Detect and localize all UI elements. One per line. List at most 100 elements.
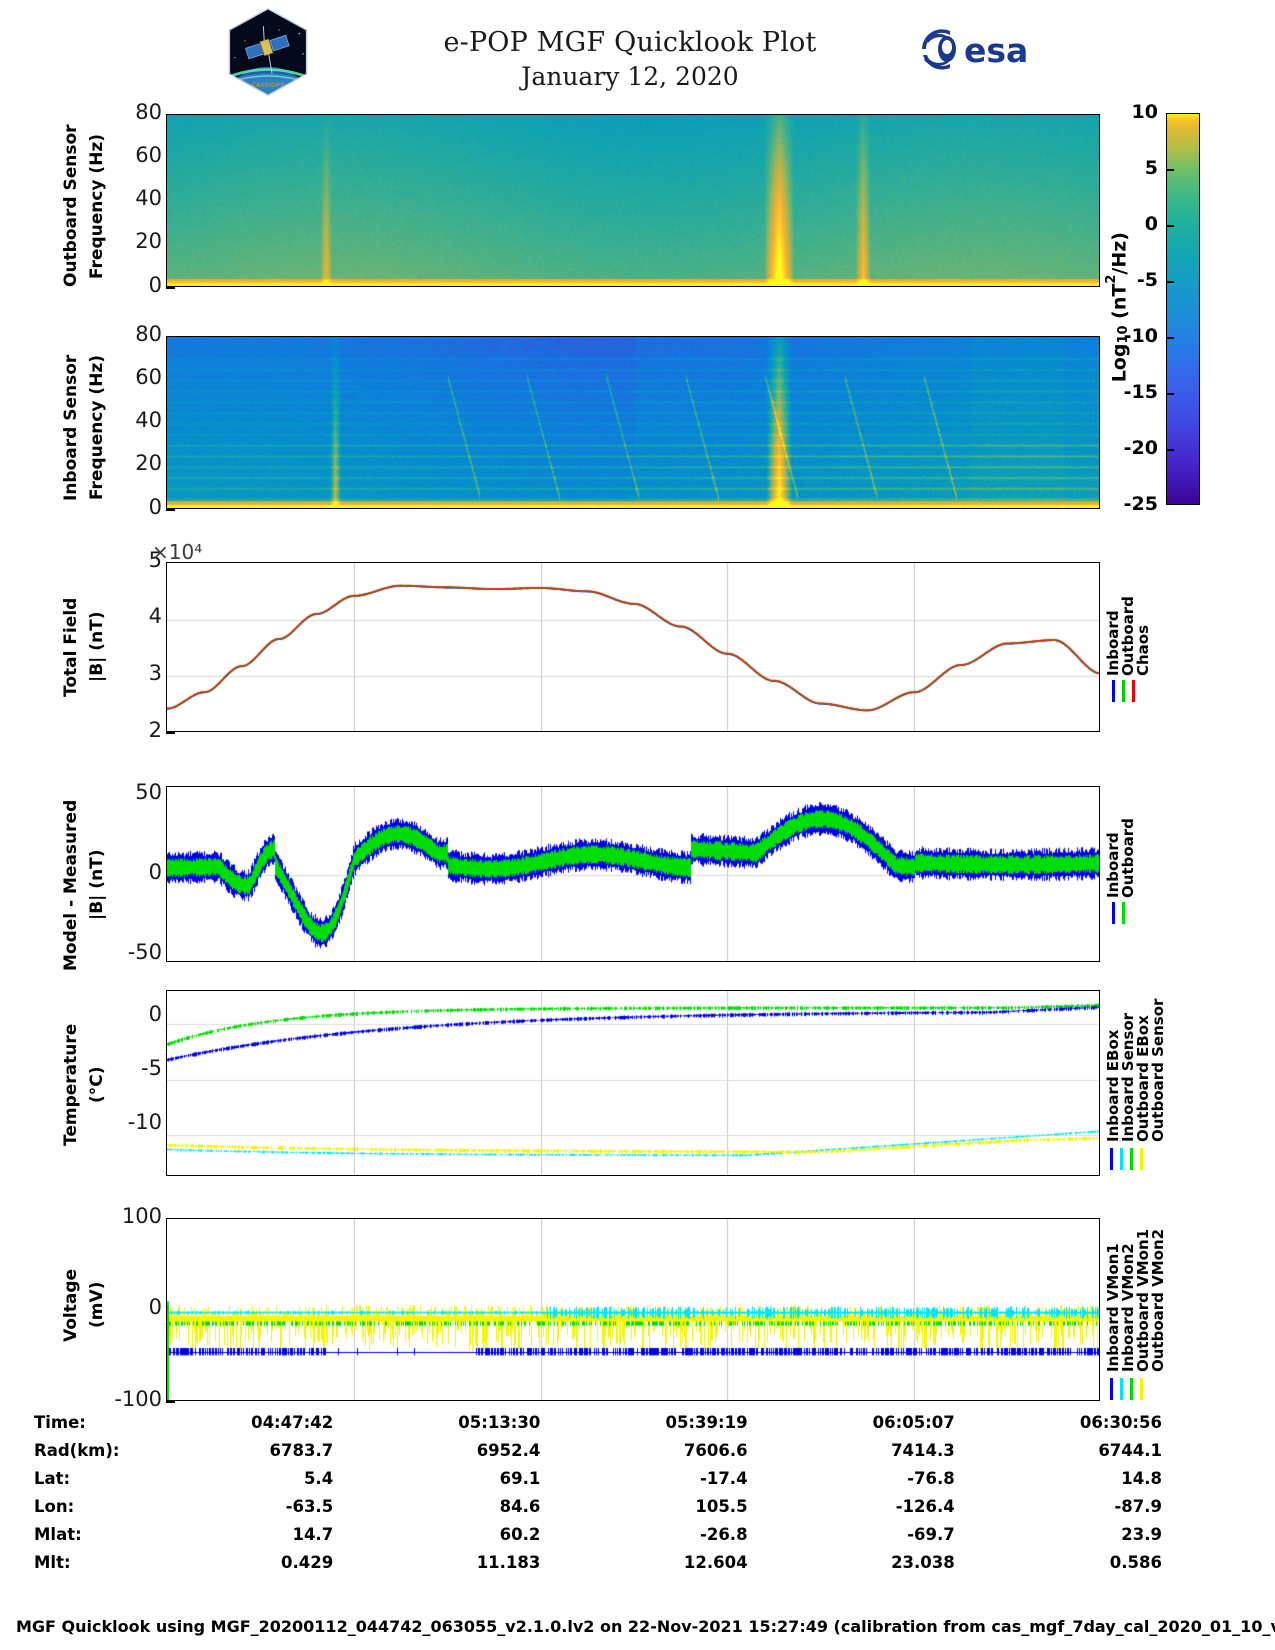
legend-color-swatch [1140, 1148, 1143, 1170]
colorbar-tick-mark [1166, 169, 1174, 171]
axis-tick-mark [166, 509, 175, 511]
legend-color-swatch [1122, 680, 1125, 702]
voltage-ylabel: Voltage [61, 1268, 81, 1342]
inboard-spectrogram-ylabel: Inboard Sensor [61, 354, 81, 501]
axis-tick-label: -10 [127, 1109, 162, 1134]
temperature-ylabel-2: (°C) [87, 1066, 107, 1104]
axis-tick-label: 0 [148, 859, 162, 884]
axis-tick-mark [166, 732, 175, 734]
legend-labels: Inboard VMon1 Inboard VMon2 Outboard VMo… [1104, 1228, 1167, 1372]
table-cell: 105.5 [695, 1496, 748, 1516]
colorbar-tick-mark [1166, 225, 1174, 227]
inboard-spectrogram-panel [166, 336, 1100, 509]
axis-tick-label: 60 [135, 364, 162, 389]
axis-tick-label: -5 [141, 1055, 162, 1080]
table-cell: 05:13:30 [458, 1412, 541, 1432]
table-row: Mlt: 0.429 11.183 12.604 23.038 0.586 [34, 1548, 1162, 1576]
total-field-ylabel-2: |B| (nT) [87, 611, 107, 683]
axis-tick-label: 50 [135, 779, 162, 804]
axis-tick-label: 0 [148, 494, 162, 519]
temperature-legend: Inboard EBox Inboard Sensor Outboard EBo… [1104, 992, 1186, 1177]
legend-color-swatch [1122, 902, 1125, 924]
footer-provenance: MGF Quicklook using MGF_20200112_044742_… [16, 1617, 1275, 1636]
colorbar-axis-label: Log10 (nT2/Hz) [1104, 232, 1132, 383]
colorbar-tick-label: 10 [1131, 101, 1158, 123]
table-cell: 7414.3 [891, 1440, 955, 1460]
table-cell: -87.9 [1114, 1496, 1162, 1516]
colorbar-tick-mark [1166, 281, 1174, 283]
colorbar-tick-label: -25 [1123, 493, 1158, 515]
table-cell: -17.4 [700, 1468, 748, 1488]
axis-tick-label: 60 [135, 142, 162, 167]
table-row: Lat: 5.4 69.1 -17.4 -76.8 14.8 [34, 1464, 1162, 1492]
axis-tick-label: 20 [135, 229, 162, 254]
legend-color-swatch [1112, 680, 1115, 702]
colorbar-tick-label: -10 [1123, 325, 1158, 347]
axis-tick-label: 4 [148, 604, 162, 629]
colorbar-tick-mark [1166, 337, 1174, 339]
title-main: e-POP MGF Quicklook Plot [443, 27, 817, 58]
legend-color-swatch [1110, 1148, 1113, 1170]
axis-tick-label: 80 [135, 321, 162, 346]
table-row-label: Mlat: [34, 1524, 82, 1544]
table-cell: 6744.1 [1098, 1440, 1162, 1460]
axis-tick-label: -50 [127, 939, 162, 964]
colorbar-tick-mark [1166, 393, 1174, 395]
colorbar-tick-label: 0 [1144, 213, 1158, 235]
outboard-spectrogram-ylabel: Outboard Sensor [61, 124, 81, 288]
legend-labels: Inboard Outboard Chaos [1104, 596, 1152, 676]
esa-logo-icon: esa [920, 27, 1045, 72]
model-measured-ylabel: Model - Measured [61, 799, 81, 971]
axis-tick-label: 0 [148, 1295, 162, 1320]
total-field-legend: Inboard Outboard Chaos [1104, 558, 1166, 733]
table-cell: 0.429 [280, 1552, 334, 1572]
legend-color-swatch [1112, 902, 1115, 924]
table-cell: 14.7 [292, 1524, 334, 1544]
table-cell: 06:05:07 [872, 1412, 955, 1432]
legend-labels: Inboard EBox Inboard Sensor Outboard EBo… [1104, 998, 1167, 1142]
table-row-label: Mlt: [34, 1552, 71, 1572]
table-cell: 04:47:42 [251, 1412, 334, 1432]
model-measured-legend: Inboard Outboard [1104, 818, 1166, 940]
table-cell: 23.038 [891, 1552, 955, 1572]
table-cell: 05:39:19 [665, 1412, 748, 1432]
model-measured-panel [166, 786, 1100, 962]
table-cell: 06:30:56 [1079, 1412, 1162, 1432]
legend-color-swatch [1110, 1378, 1113, 1400]
title-subtitle: January 12, 2020 [521, 62, 739, 91]
axis-tick-label: 40 [135, 186, 162, 211]
axis-tick-label: 5 [148, 547, 162, 572]
legend-color-swatch [1140, 1378, 1143, 1400]
table-cell: 5.4 [303, 1468, 334, 1488]
axis-tick-mark [166, 287, 175, 289]
table-cell: -26.8 [700, 1524, 748, 1544]
table-cell: 6783.7 [269, 1440, 334, 1460]
table-row-label: Rad(km): [34, 1440, 120, 1460]
svg-text:esa: esa [964, 31, 1028, 70]
axis-tick-label: 40 [135, 408, 162, 433]
axis-tick-label: 80 [135, 99, 162, 124]
legend-color-swatch [1120, 1148, 1123, 1170]
temperature-panel [166, 990, 1100, 1176]
table-row-label: Lon: [34, 1496, 75, 1516]
axis-tick-label: -100 [114, 1386, 162, 1411]
colorbar-tick-label: -5 [1136, 269, 1158, 291]
legend-swatches [1112, 680, 1135, 702]
table-row-label: Time: [34, 1412, 86, 1432]
legend-color-swatch [1120, 1378, 1123, 1400]
axis-tick-label: 2 [148, 717, 162, 742]
table-cell: 69.1 [499, 1468, 541, 1488]
table-cell: 60.2 [499, 1524, 541, 1544]
axis-tick-label: 3 [148, 661, 162, 686]
cassiope-mission-logo-icon: CASSIOPE [222, 6, 314, 98]
axis-tick-label: 0 [148, 1001, 162, 1026]
table-cell: 84.6 [499, 1496, 541, 1516]
voltage-panel [166, 1218, 1100, 1401]
legend-color-swatch [1132, 680, 1135, 702]
axis-tick-label: 20 [135, 451, 162, 476]
table-row: Mlat: 14.7 60.2 -26.8 -69.7 23.9 [34, 1520, 1162, 1548]
total-field-panel [166, 562, 1100, 732]
table-row: Time: 04:47:42 05:13:30 05:39:19 06:05:07 06:… [34, 1408, 1162, 1436]
legend-swatches [1112, 902, 1125, 924]
table-row: Lon: -63.5 84.6 105.5 -126.4 -87.9 [34, 1492, 1162, 1520]
